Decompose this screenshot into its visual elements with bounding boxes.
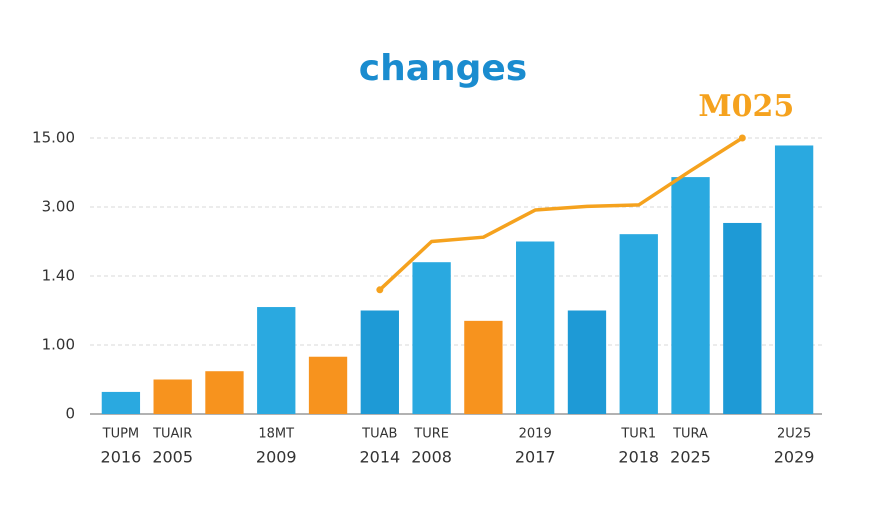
- x-tick-label: TUAIR: [152, 427, 192, 442]
- x-tick-label: 2025: [670, 448, 711, 467]
- bar: [671, 177, 710, 414]
- bar: [101, 391, 141, 414]
- x-tick-label: TURA: [672, 427, 708, 442]
- x-tick-label: 2019: [519, 427, 552, 442]
- x-tick-label: 2005: [152, 448, 193, 467]
- chart-title: changes: [359, 48, 528, 89]
- annotation: M025: [698, 89, 794, 124]
- y-tick-label: 15.00: [32, 129, 75, 147]
- x-tick-label: TURE: [413, 427, 449, 442]
- x-tick-label: TUAB: [361, 427, 397, 442]
- bar: [153, 379, 192, 414]
- x-tick-label: 18MT: [258, 427, 294, 442]
- x-tick-label: 2018: [618, 448, 659, 467]
- bar: [723, 222, 762, 414]
- x-tick-label: 2U25: [777, 427, 811, 442]
- bar: [257, 307, 296, 414]
- x-tick-label: TUR1: [620, 427, 656, 442]
- x-tick-label: TUPM: [102, 427, 140, 442]
- bar: [619, 234, 658, 414]
- y-tick-label: 1.00: [42, 336, 75, 354]
- bar: [308, 356, 348, 414]
- bar: [774, 145, 814, 414]
- bar: [464, 320, 503, 414]
- bar: [567, 310, 607, 414]
- x-tick-label: 2017: [515, 448, 556, 467]
- line-end: [738, 134, 746, 142]
- x-tick-label: 2029: [774, 448, 815, 467]
- y-tick-label: 1.40: [42, 267, 75, 285]
- bar: [360, 310, 399, 414]
- y-tick-label: 3.00: [42, 198, 75, 216]
- bar: [516, 241, 555, 414]
- y-tick-label: 0: [65, 405, 75, 423]
- x-tick-label: 2009: [256, 448, 297, 467]
- line-end: [376, 286, 384, 294]
- x-tick-label: 2016: [101, 448, 142, 467]
- line: [378, 136, 744, 292]
- bar: [205, 371, 244, 414]
- x-tick-label: 2008: [411, 448, 452, 467]
- x-tick-label: 2014: [359, 448, 400, 467]
- bar: [412, 262, 451, 414]
